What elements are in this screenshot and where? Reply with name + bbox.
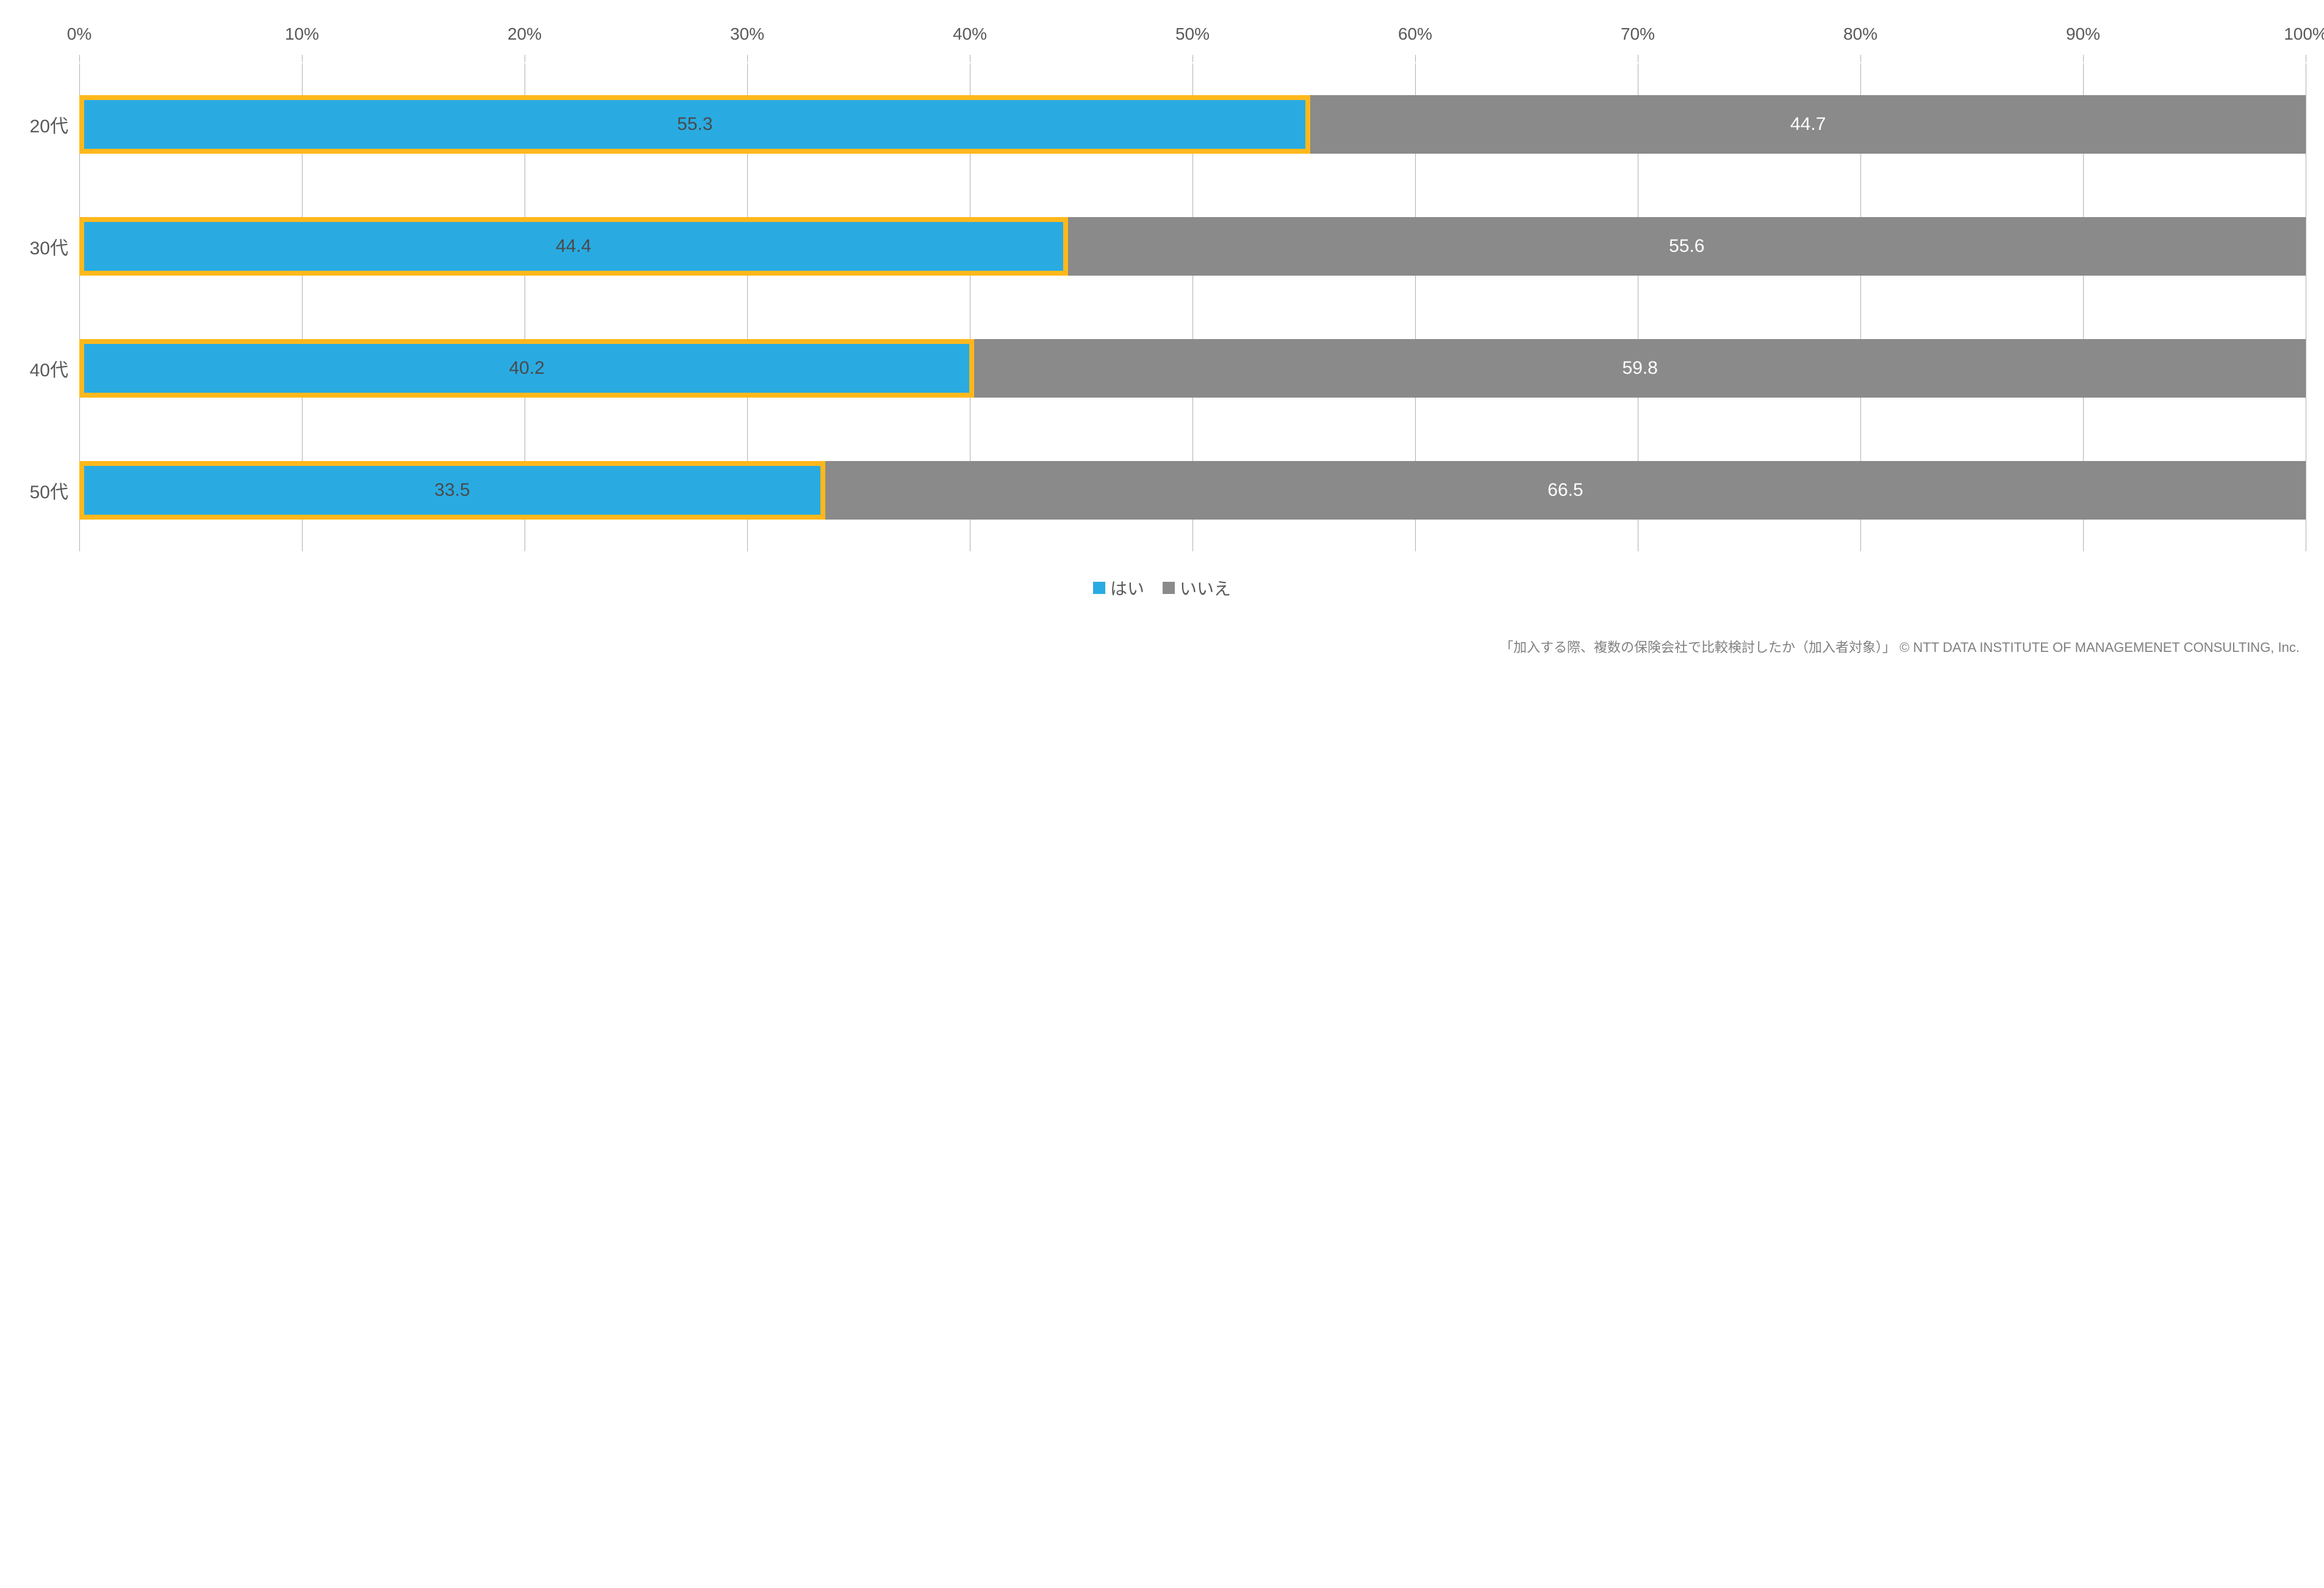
bar-value-yes: 44.4 — [556, 236, 591, 257]
bar-segment-no: 55.6 — [1068, 217, 2306, 276]
category-label: 20代 — [18, 111, 79, 138]
bar-value-no: 59.8 — [1622, 358, 1657, 379]
x-tick-mark — [747, 55, 748, 62]
x-tick-label: 50% — [1175, 24, 1210, 44]
legend-swatch — [1163, 582, 1175, 594]
bar-row: 50代 33.5 66.5 — [18, 429, 2306, 551]
legend-swatch — [1093, 582, 1105, 594]
bar-value-no: 55.6 — [1669, 236, 1704, 257]
bar-track: 33.5 66.5 — [79, 461, 2306, 520]
x-tick-label: 100% — [2284, 24, 2324, 44]
x-tick-label: 40% — [953, 24, 987, 44]
bar-value-yes: 55.3 — [677, 114, 712, 135]
x-tick-mark — [302, 55, 303, 62]
x-tick-label: 90% — [2066, 24, 2100, 44]
x-axis: 0%10%20%30%40%50%60%70%80%90%100% — [18, 24, 2306, 55]
x-tick-mark — [2083, 55, 2084, 62]
chart-container: 0%10%20%30%40%50%60%70%80%90%100%20代55.3… — [0, 0, 2324, 674]
bar-segment-no: 66.5 — [825, 461, 2306, 520]
bar-segment-yes: 44.4 — [79, 217, 1068, 276]
bar-value-no: 44.7 — [1790, 114, 1826, 135]
category-label: 40代 — [18, 355, 79, 382]
x-tick-mark — [1192, 55, 1193, 62]
bar-value-yes: 33.5 — [434, 480, 470, 501]
x-tick-label: 70% — [1621, 24, 1655, 44]
x-tick-label: 60% — [1398, 24, 1432, 44]
x-tick-mark — [1415, 55, 1416, 62]
bar-segment-yes: 33.5 — [79, 461, 825, 520]
bar-segment-no: 59.8 — [974, 339, 2306, 398]
x-tick-label: 10% — [285, 24, 319, 44]
x-tick-label: 80% — [1843, 24, 1877, 44]
legend-item: はい — [1093, 576, 1144, 600]
bar-segment-yes: 40.2 — [79, 339, 974, 398]
category-label: 30代 — [18, 233, 79, 260]
category-label: 50代 — [18, 477, 79, 504]
bar-row: 40代 40.2 59.8 — [18, 307, 2306, 429]
legend: はい いいえ — [18, 576, 2306, 600]
bar-track: 44.4 55.6 — [79, 217, 2306, 276]
bar-row: 20代 55.3 44.7 — [18, 63, 2306, 185]
x-tick-label: 0% — [67, 24, 91, 44]
x-tick-mark — [79, 55, 80, 62]
x-tick-label: 20% — [507, 24, 542, 44]
x-tick-mark — [1860, 55, 1861, 62]
chart-caption: 「加入する際、複数の保険会社で比較検討したか（加入者対象）」 © NTT DAT… — [18, 637, 2306, 656]
bar-value-yes: 40.2 — [509, 358, 544, 379]
bar-track: 40.2 59.8 — [79, 339, 2306, 398]
x-tick-label: 30% — [730, 24, 764, 44]
bar-row: 30代 44.4 55.6 — [18, 185, 2306, 307]
legend-label: はい — [1110, 576, 1144, 600]
bar-segment-no: 44.7 — [1310, 95, 2306, 154]
legend-item: いいえ — [1163, 576, 1231, 600]
bar-track: 55.3 44.7 — [79, 95, 2306, 154]
bar-value-no: 66.5 — [1548, 480, 1583, 501]
legend-label: いいえ — [1180, 576, 1231, 600]
bar-segment-yes: 55.3 — [79, 95, 1310, 154]
